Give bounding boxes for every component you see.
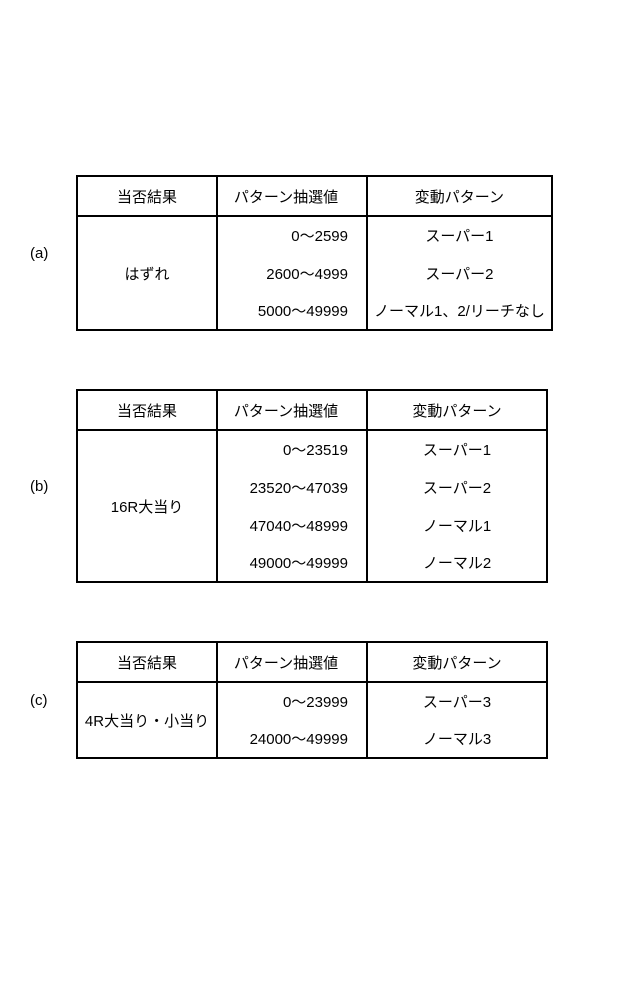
cell-value: 2600～4999 <box>217 254 367 292</box>
table-row: 4R大当り・小当り 0～23999 スーパー3 <box>77 682 547 720</box>
cell-value: 0～23999 <box>217 682 367 720</box>
table-c: 当否結果 パターン抽選値 変動パターン 4R大当り・小当り 0～23999 スー… <box>76 641 548 759</box>
table-a: 当否結果 パターン抽選値 変動パターン はずれ 0～2599 スーパー1 260… <box>76 175 553 331</box>
cell-value: 0～23519 <box>217 430 367 468</box>
header-result: 当否結果 <box>77 176 217 216</box>
cell-pattern: スーパー3 <box>367 682 547 720</box>
cell-pattern: ノーマル1、2/リーチなし <box>367 292 552 330</box>
table-block-a: (a) 当否結果 パターン抽選値 変動パターン はずれ 0～2599 スーパー1… <box>0 175 640 331</box>
cell-value: 23520～47039 <box>217 468 367 506</box>
cell-value: 49000～49999 <box>217 544 367 582</box>
cell-pattern: ノーマル1 <box>367 506 547 544</box>
table-header-row: 当否結果 パターン抽選値 変動パターン <box>77 642 547 682</box>
cell-result: はずれ <box>77 216 217 330</box>
cell-pattern: ノーマル2 <box>367 544 547 582</box>
table-block-b: (b) 当否結果 パターン抽選値 変動パターン 16R大当り 0～23519 ス… <box>0 389 640 583</box>
table-row: 16R大当り 0～23519 スーパー1 <box>77 430 547 468</box>
table-header-row: 当否結果 パターン抽選値 変動パターン <box>77 176 552 216</box>
header-pattern: 変動パターン <box>367 176 552 216</box>
cell-pattern: スーパー2 <box>367 468 547 506</box>
header-value: パターン抽選値 <box>217 642 367 682</box>
cell-value: 0～2599 <box>217 216 367 254</box>
cell-pattern: ノーマル3 <box>367 720 547 758</box>
header-result: 当否結果 <box>77 642 217 682</box>
header-result: 当否結果 <box>77 390 217 430</box>
table-row: はずれ 0～2599 スーパー1 <box>77 216 552 254</box>
cell-pattern: スーパー1 <box>367 216 552 254</box>
cell-result: 4R大当り・小当り <box>77 682 217 758</box>
cell-pattern: スーパー1 <box>367 430 547 468</box>
header-value: パターン抽選値 <box>217 176 367 216</box>
header-pattern: 変動パターン <box>367 390 547 430</box>
cell-result: 16R大当り <box>77 430 217 582</box>
table-label-b: (b) <box>30 478 76 495</box>
cell-value: 5000～49999 <box>217 292 367 330</box>
header-pattern: 変動パターン <box>367 642 547 682</box>
cell-value: 24000～49999 <box>217 720 367 758</box>
table-label-c: (c) <box>30 692 76 709</box>
cell-value: 47040～48999 <box>217 506 367 544</box>
table-header-row: 当否結果 パターン抽選値 変動パターン <box>77 390 547 430</box>
table-block-c: (c) 当否結果 パターン抽選値 変動パターン 4R大当り・小当り 0～2399… <box>0 641 640 759</box>
table-b: 当否結果 パターン抽選値 変動パターン 16R大当り 0～23519 スーパー1… <box>76 389 548 583</box>
header-value: パターン抽選値 <box>217 390 367 430</box>
table-label-a: (a) <box>30 245 76 262</box>
cell-pattern: スーパー2 <box>367 254 552 292</box>
